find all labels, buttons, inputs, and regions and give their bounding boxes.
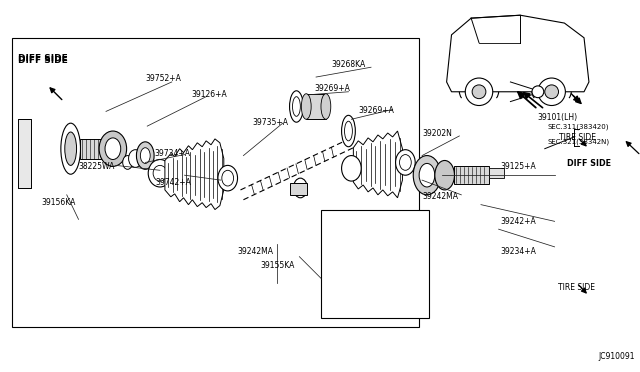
Text: 39242+A: 39242+A xyxy=(500,217,536,227)
Polygon shape xyxy=(447,15,589,92)
Ellipse shape xyxy=(342,115,355,147)
Ellipse shape xyxy=(465,78,493,106)
Ellipse shape xyxy=(123,155,132,169)
Bar xyxy=(454,166,489,184)
Ellipse shape xyxy=(136,142,154,169)
Text: 39269+A: 39269+A xyxy=(358,106,394,115)
Ellipse shape xyxy=(292,97,300,116)
Ellipse shape xyxy=(532,86,544,98)
Ellipse shape xyxy=(538,78,565,106)
Bar xyxy=(489,169,504,178)
Text: 39156KA: 39156KA xyxy=(41,198,76,207)
Text: 39242MA: 39242MA xyxy=(237,247,273,256)
Text: 39234+A: 39234+A xyxy=(500,247,536,256)
Ellipse shape xyxy=(342,155,361,181)
Bar xyxy=(12,38,419,327)
Ellipse shape xyxy=(472,85,486,99)
Text: 39126+A: 39126+A xyxy=(191,90,227,99)
Text: 39125+A: 39125+A xyxy=(500,163,536,171)
Text: 39155KA: 39155KA xyxy=(260,261,294,270)
Text: 39735+A: 39735+A xyxy=(252,118,288,127)
Ellipse shape xyxy=(396,150,415,175)
Text: SEC.311(383420): SEC.311(383420) xyxy=(548,123,609,130)
Bar xyxy=(18,119,31,188)
Ellipse shape xyxy=(105,138,121,160)
Ellipse shape xyxy=(65,132,77,166)
Ellipse shape xyxy=(140,148,150,163)
Text: 39734+A: 39734+A xyxy=(154,149,190,158)
Ellipse shape xyxy=(289,91,303,122)
Ellipse shape xyxy=(301,94,311,119)
Bar xyxy=(321,209,429,318)
Text: DIFF SIDE: DIFF SIDE xyxy=(18,54,67,64)
Text: JC910091: JC910091 xyxy=(599,352,636,361)
Ellipse shape xyxy=(419,163,435,187)
Ellipse shape xyxy=(153,166,167,181)
Polygon shape xyxy=(165,139,224,209)
Polygon shape xyxy=(353,131,403,198)
Text: TIRE SIDE: TIRE SIDE xyxy=(559,133,596,142)
Ellipse shape xyxy=(545,85,559,99)
Bar xyxy=(81,139,108,158)
Ellipse shape xyxy=(222,170,234,186)
Ellipse shape xyxy=(321,94,331,119)
Ellipse shape xyxy=(399,155,412,170)
Text: 39101(LH): 39101(LH) xyxy=(538,113,578,122)
Ellipse shape xyxy=(294,178,307,198)
Ellipse shape xyxy=(413,155,441,195)
Ellipse shape xyxy=(129,150,142,167)
Text: 39269+A: 39269+A xyxy=(314,84,350,93)
Bar xyxy=(307,94,326,119)
Text: SEC.321(38342N): SEC.321(38342N) xyxy=(548,139,610,145)
Ellipse shape xyxy=(61,123,81,174)
Text: 39268KA: 39268KA xyxy=(332,60,366,69)
Ellipse shape xyxy=(218,166,237,191)
Text: 39742+A: 39742+A xyxy=(155,178,191,187)
Ellipse shape xyxy=(344,121,353,141)
Ellipse shape xyxy=(148,160,172,187)
Text: TIRE SIDE: TIRE SIDE xyxy=(557,283,595,292)
Text: 39202N: 39202N xyxy=(422,129,452,138)
Text: 39752+A: 39752+A xyxy=(145,74,181,83)
Text: 38225WA: 38225WA xyxy=(79,163,115,171)
Ellipse shape xyxy=(99,131,127,166)
Ellipse shape xyxy=(435,160,454,190)
Text: DIFF SIDE: DIFF SIDE xyxy=(567,158,611,167)
Bar xyxy=(289,183,307,195)
Text: 39242MA: 39242MA xyxy=(422,192,458,201)
Text: DIFF SIDE: DIFF SIDE xyxy=(18,56,67,65)
